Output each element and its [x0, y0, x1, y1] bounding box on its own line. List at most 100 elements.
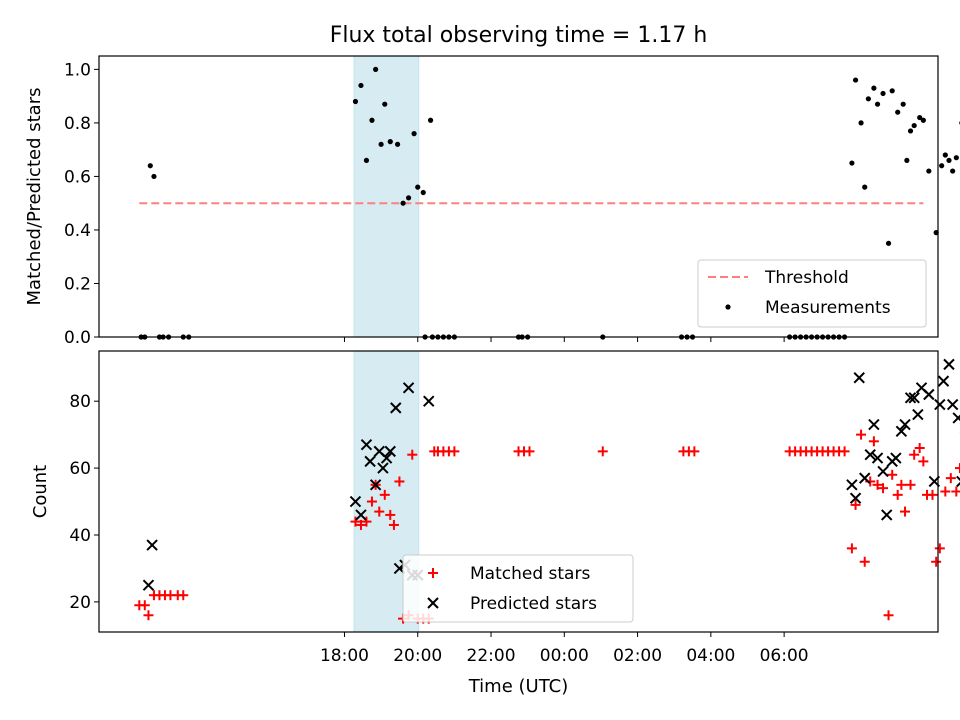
- x-tick-label: 18:00: [320, 646, 369, 666]
- x-b: [402, 382, 415, 394]
- x-tick-label: 22:00: [467, 646, 516, 666]
- measurement-point: [363, 157, 370, 163]
- threshold-legend-label: Threshold: [764, 268, 849, 288]
- predicted-star-point: [390, 402, 402, 414]
- x-tick-label: 06:00: [760, 646, 809, 666]
- measurement-point: [387, 139, 393, 145]
- x-b: [142, 579, 155, 591]
- measurement-point: [871, 85, 877, 91]
- matched-star-point: [449, 446, 460, 457]
- predicted-star-point: [871, 452, 884, 464]
- matched-star-point: [524, 446, 535, 457]
- measurement-point: [865, 96, 871, 102]
- matched-star-point: [597, 446, 608, 457]
- predicted-star-point: [142, 579, 155, 591]
- x-b: [369, 479, 382, 491]
- matched-star-point: [379, 489, 390, 500]
- matched-star-point: [940, 486, 951, 497]
- predicted-star-point: [859, 472, 871, 484]
- x-b: [846, 479, 858, 491]
- chart-title: Flux total observing time = 1.17 h: [330, 23, 708, 48]
- x-tick-label: 04:00: [686, 646, 735, 666]
- matched-star-point: [394, 476, 405, 487]
- measurement-point: [926, 168, 932, 174]
- matched-stars-series: [134, 429, 960, 624]
- measurement-point: [874, 101, 881, 107]
- matched-star-point: [878, 483, 889, 494]
- measurement-point: [405, 195, 412, 201]
- y-tick-label: 80: [69, 392, 91, 412]
- predicted-star-point: [877, 465, 889, 478]
- matched-star-point: [407, 449, 418, 460]
- predicted-star-point: [923, 388, 935, 401]
- predicted-star-point: [384, 445, 396, 458]
- x-a: [956, 475, 960, 482]
- measurement-point: [394, 141, 401, 147]
- matched-star-point: [905, 479, 916, 490]
- measurement-point: [946, 157, 952, 163]
- matched-star-point: [868, 436, 879, 447]
- matched-star-point: [914, 443, 925, 454]
- top-panel: 0.0 0.2 0.4 0.6 0.8 1.0 Matched/Predicted sta…: [24, 55, 960, 348]
- bottom-y-axis-label: Count: [30, 465, 51, 518]
- predicted-star-point: [899, 418, 911, 431]
- predicted-star-point: [895, 425, 908, 437]
- x-b: [390, 402, 402, 414]
- x-b: [384, 445, 396, 458]
- matched-star-point: [896, 479, 907, 490]
- predicted-star-point: [349, 495, 362, 508]
- matched-star-point: [350, 516, 361, 527]
- measurement-point: [920, 117, 926, 123]
- measurement-point: [151, 173, 157, 180]
- predicted-legend-swatch-b: [427, 597, 439, 609]
- measurements-legend-swatch: [725, 304, 731, 310]
- predicted-star-point: [937, 375, 950, 387]
- matched-legend-label: Matched stars: [470, 564, 590, 584]
- x-tick-label: 02:00: [613, 646, 662, 666]
- x-b: [952, 414, 960, 424]
- matched-star-point: [143, 610, 154, 621]
- matched-star-point: [355, 519, 366, 530]
- measurement-point: [907, 128, 914, 134]
- measurement-point: [852, 77, 859, 83]
- predicted-star-point: [849, 492, 862, 504]
- y-tick-label: 0.4: [64, 221, 91, 241]
- predicted-star-point: [423, 395, 435, 407]
- y-tick-label: 0.2: [64, 274, 91, 294]
- x-b: [877, 465, 889, 478]
- measurement-point: [862, 184, 868, 190]
- measurement-point: [147, 163, 153, 169]
- measurement-point: [352, 98, 359, 105]
- predicted-star-point: [908, 392, 920, 404]
- matched-star-point: [859, 556, 870, 567]
- measurement-point: [400, 200, 406, 206]
- top-legend-box: [697, 259, 927, 328]
- measurement-point: [382, 101, 388, 107]
- x-b: [899, 418, 911, 431]
- top-legend: Threshold Measurements: [697, 259, 927, 328]
- x-b: [349, 495, 362, 508]
- x-b: [360, 438, 373, 451]
- predicted-star-point: [864, 448, 876, 461]
- matched-star-point: [887, 469, 898, 480]
- matched-star-point: [839, 446, 850, 457]
- matched-star-point: [846, 543, 857, 554]
- x-b: [355, 509, 367, 521]
- x-b: [908, 392, 920, 404]
- predicted-star-point: [369, 479, 382, 491]
- x-b: [868, 418, 880, 431]
- bottom-axes: 20 40 60 80 18:00 20:00 22:00 00:00 02:00 04:00 06…: [69, 350, 939, 666]
- measurement-point: [411, 131, 417, 137]
- x-b: [864, 448, 876, 461]
- measurement-point: [427, 117, 434, 123]
- x-b: [881, 509, 893, 521]
- x-b: [937, 375, 950, 387]
- measurement-point: [939, 163, 945, 169]
- x-b: [853, 372, 865, 384]
- x-b: [859, 472, 871, 484]
- predicted-star-point: [904, 392, 917, 404]
- bottom-legend: Matched stars Predicted stars: [402, 554, 634, 623]
- matched-star-point: [850, 499, 861, 510]
- predicted-star-point: [355, 509, 367, 521]
